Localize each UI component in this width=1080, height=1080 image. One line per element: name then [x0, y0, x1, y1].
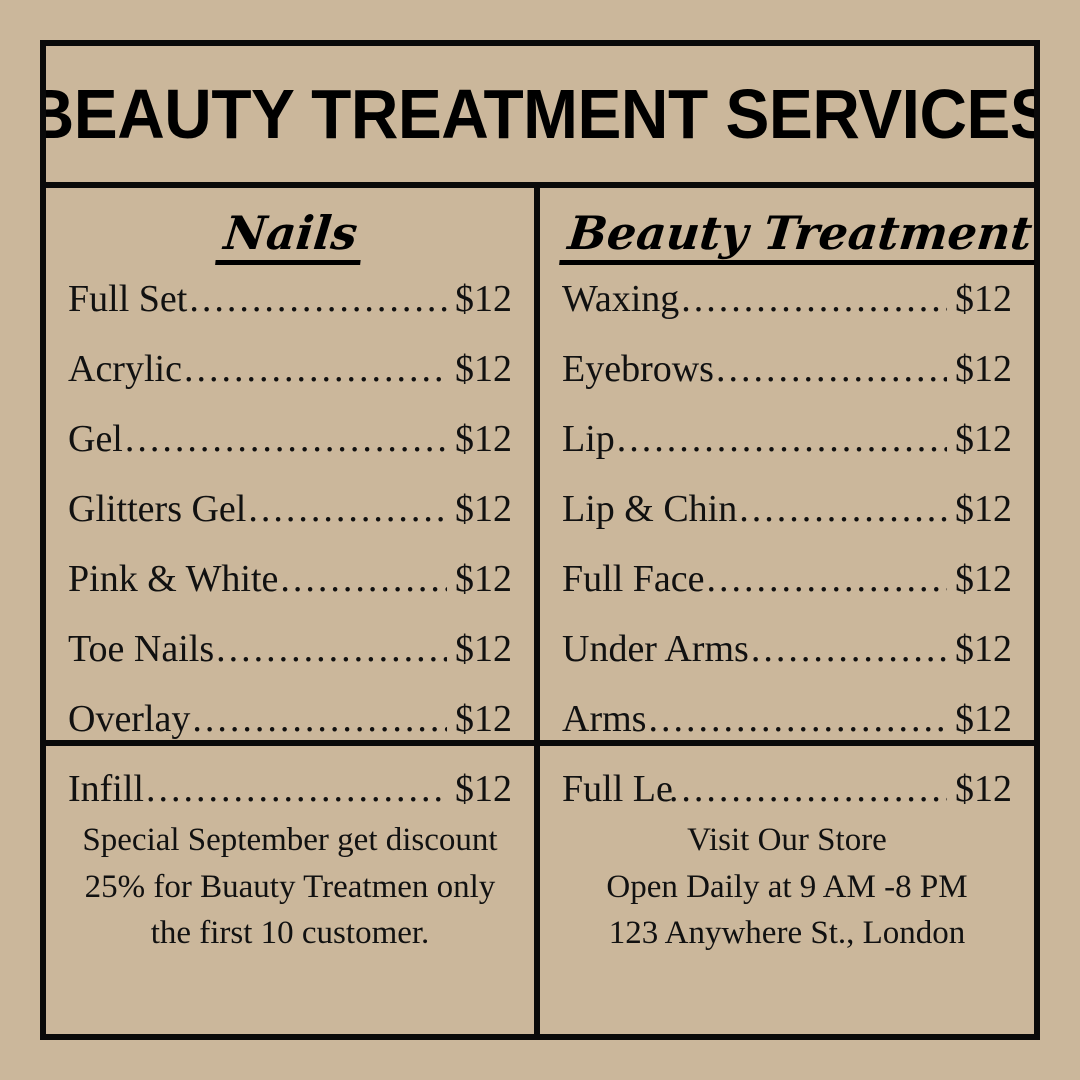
menu-column-nails: Nails Full Set $12 Acrylic $12 Gel	[46, 188, 540, 1034]
store-info-line-3: 123 Anywhere St., London	[608, 915, 966, 952]
item-name: Full Face	[562, 558, 705, 600]
dot-leader	[681, 277, 947, 321]
section-heading-nails-label: Nails	[214, 206, 366, 265]
list-item[interactable]: Lip $12	[562, 417, 1012, 487]
store-info-line-2: Open Daily at 9 AM -8 PM	[606, 868, 968, 905]
page-title: BEAUTY TREATMENT SERVICES	[46, 75, 1034, 153]
item-price: $12	[955, 768, 1012, 810]
dot-leader	[216, 627, 447, 671]
promo-note-line-1: Special September get discount	[82, 821, 498, 858]
item-name: Gel	[68, 418, 123, 460]
services-poster: BEAUTY TREATMENT SERVICES Nails Full Set…	[40, 40, 1041, 1040]
item-price: $12	[455, 558, 512, 600]
item-name: Toe Nails	[68, 628, 215, 670]
item-name: Infill	[68, 768, 144, 810]
item-name: Full Set	[68, 278, 188, 320]
item-name: Waxing	[562, 278, 680, 320]
item-price: $12	[955, 278, 1012, 320]
item-price: $12	[955, 348, 1012, 390]
promo-note-region: Special September get discount 25% for B…	[46, 746, 534, 1034]
list-item[interactable]: Arms $12	[562, 697, 1012, 767]
item-name: Under Arms	[562, 628, 749, 670]
item-name: Pink & White	[68, 558, 279, 600]
item-name: Acrylic	[68, 348, 182, 390]
item-price: $12	[455, 418, 512, 460]
list-item[interactable]: Gel $12	[68, 417, 512, 487]
dot-leader	[706, 557, 947, 601]
item-price: $12	[455, 768, 512, 810]
store-info: Visit Our Store Open Daily at 9 AM -8 PM…	[606, 817, 967, 958]
dot-leader	[189, 277, 447, 321]
item-price: $12	[955, 628, 1012, 670]
item-name: Glitters Gel	[68, 488, 247, 530]
beauty-items: Waxing $12 Eyebrows $12 Lip $12	[562, 271, 1012, 837]
dot-leader	[280, 557, 447, 601]
item-name: Full Le	[562, 768, 673, 810]
section-heading-beauty-treatment-label: Beauty Treatment	[559, 206, 1041, 265]
item-price: $12	[955, 488, 1012, 530]
nails-items: Full Set $12 Acrylic $12 Gel $12	[68, 271, 512, 837]
list-item[interactable]: Full Face $12	[562, 557, 1012, 627]
item-price: $12	[455, 488, 512, 530]
dot-leader	[125, 417, 447, 461]
dot-leader	[192, 697, 447, 741]
store-info-line-1: Visit Our Store	[687, 821, 887, 858]
item-name: Lip	[562, 418, 615, 460]
promo-note: Special September get discount 25% for B…	[82, 817, 497, 958]
dot-leader	[184, 347, 447, 391]
menu-column-beauty-treatment: Beauty Treatment Waxing $12 Eyebrows $12	[540, 188, 1041, 1034]
list-item[interactable]: Overlay $12	[68, 697, 512, 767]
dot-leader	[716, 347, 947, 391]
dot-leader	[617, 417, 947, 461]
list-item[interactable]: Infill $12	[68, 767, 512, 837]
list-item[interactable]: Lip & Chin $12	[562, 487, 1012, 557]
beauty-list-region: Beauty Treatment Waxing $12 Eyebrows $12	[540, 188, 1041, 810]
list-item[interactable]: Full Le $12	[562, 767, 1012, 837]
item-name: Overlay	[68, 698, 191, 740]
dot-leader	[648, 697, 947, 741]
dot-leader	[248, 487, 447, 531]
list-item[interactable]: Under Arms $12	[562, 627, 1012, 697]
item-price: $12	[955, 558, 1012, 600]
store-info-region: Visit Our Store Open Daily at 9 AM -8 PM…	[540, 746, 1034, 1034]
list-item[interactable]: Eyebrows $12	[562, 347, 1012, 417]
item-price: $12	[455, 348, 512, 390]
section-heading-beauty-treatment: Beauty Treatment	[559, 188, 1041, 271]
item-name: Eyebrows	[562, 348, 714, 390]
poster-title-band: BEAUTY TREATMENT SERVICES	[46, 46, 1034, 188]
item-price: $12	[955, 418, 1012, 460]
menu-body: Nails Full Set $12 Acrylic $12 Gel	[46, 188, 1041, 1034]
section-heading-nails: Nails	[68, 188, 512, 271]
item-name: Arms	[562, 698, 647, 740]
item-price: $12	[455, 698, 512, 740]
list-item[interactable]: Glitters Gel $12	[68, 487, 512, 557]
item-name: Lip & Chin	[562, 488, 738, 530]
dot-leader	[739, 487, 947, 531]
item-price: $12	[455, 628, 512, 670]
list-item[interactable]: Acrylic $12	[68, 347, 512, 417]
promo-note-line-2: 25% for Buauty Treatmen only	[84, 868, 496, 905]
list-item[interactable]: Waxing $12	[562, 277, 1012, 347]
list-item[interactable]: Full Set $12	[68, 277, 512, 347]
promo-note-line-3: the first 10 customer.	[150, 915, 430, 952]
list-item[interactable]: Toe Nails $12	[68, 627, 512, 697]
item-price: $12	[455, 278, 512, 320]
dot-leader	[751, 627, 947, 671]
item-price: $12	[955, 698, 1012, 740]
list-item[interactable]: Pink & White $12	[68, 557, 512, 627]
nails-list-region: Nails Full Set $12 Acrylic $12 Gel	[46, 188, 534, 810]
